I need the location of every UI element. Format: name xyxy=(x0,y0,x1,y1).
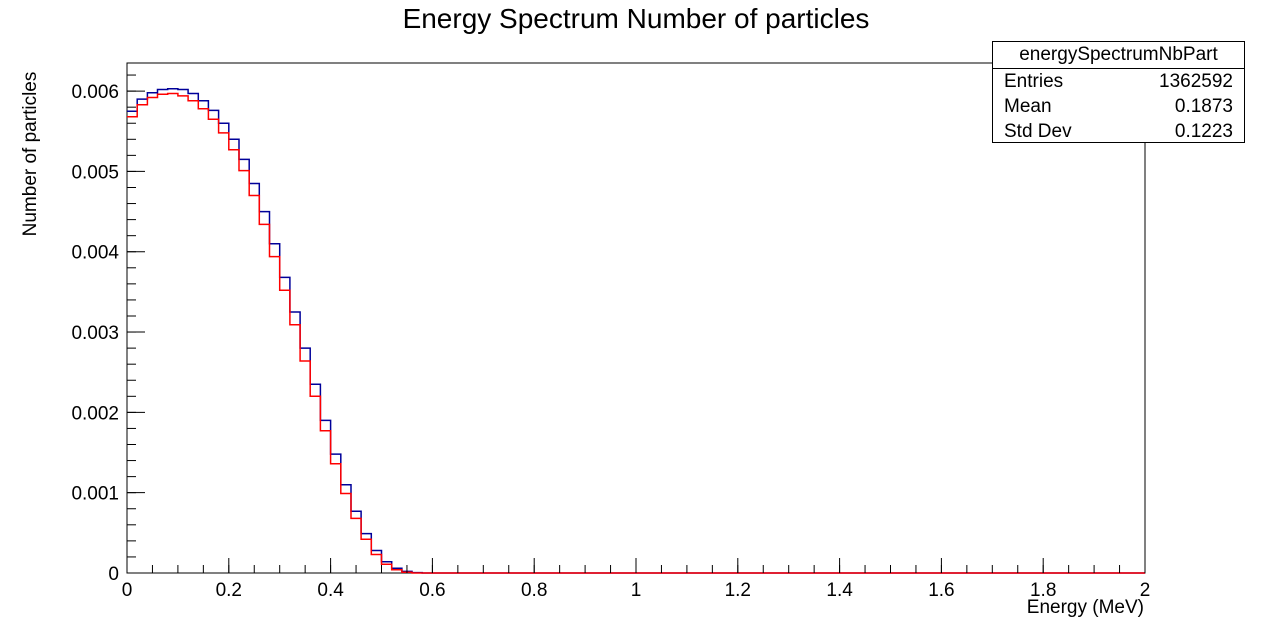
stats-row-mean: Mean 0.1873 xyxy=(993,94,1244,119)
y-tick-label: 0.001 xyxy=(71,484,119,505)
x-tick-label: 1.8 xyxy=(1030,580,1056,601)
y-tick-label: 0.005 xyxy=(71,162,119,183)
y-tick-label: 0.004 xyxy=(71,243,119,264)
x-tick-label: 0 xyxy=(122,580,133,601)
chart-title: Energy Spectrum Number of particles xyxy=(402,3,870,34)
x-tick-label: 0.2 xyxy=(216,580,242,601)
y-tick-label: 0.002 xyxy=(71,403,119,424)
x-tick-label: 0.6 xyxy=(419,580,445,601)
y-tick-label: 0.003 xyxy=(71,323,119,344)
stats-mean-label: Mean xyxy=(1004,96,1052,117)
stats-row-stddev: Std Dev 0.1223 xyxy=(993,119,1244,144)
x-tick-label: 2 xyxy=(1140,580,1151,601)
x-tick-label: 1.2 xyxy=(725,580,751,601)
y-tick-label: 0.006 xyxy=(71,82,119,103)
stats-stddev-value: 0.1223 xyxy=(1174,121,1233,142)
stats-box-title: energySpectrumNbPart xyxy=(993,42,1244,69)
stats-box: energySpectrumNbPart Entries 1362592 Mea… xyxy=(992,41,1245,143)
series-line-1 xyxy=(127,92,1145,574)
y-tick-label: 0 xyxy=(108,564,119,585)
x-axis-label: Energy (MeV) xyxy=(1026,597,1144,618)
stats-entries-label: Entries xyxy=(1004,71,1064,92)
stats-mean-value: 0.1873 xyxy=(1174,96,1233,117)
x-tick-label: 1.4 xyxy=(826,580,853,601)
series-line-0 xyxy=(127,87,1145,574)
x-tick-label: 0.8 xyxy=(521,580,547,601)
stats-row-entries: Entries 1362592 xyxy=(993,69,1244,94)
y-axis-label: Number of particles xyxy=(20,71,41,237)
stats-entries-value: 1362592 xyxy=(1159,71,1233,92)
x-tick-label: 1.6 xyxy=(928,580,954,601)
stats-stddev-label: Std Dev xyxy=(1004,121,1072,142)
x-tick-label: 0.4 xyxy=(317,580,344,601)
x-tick-label: 1 xyxy=(631,580,642,601)
